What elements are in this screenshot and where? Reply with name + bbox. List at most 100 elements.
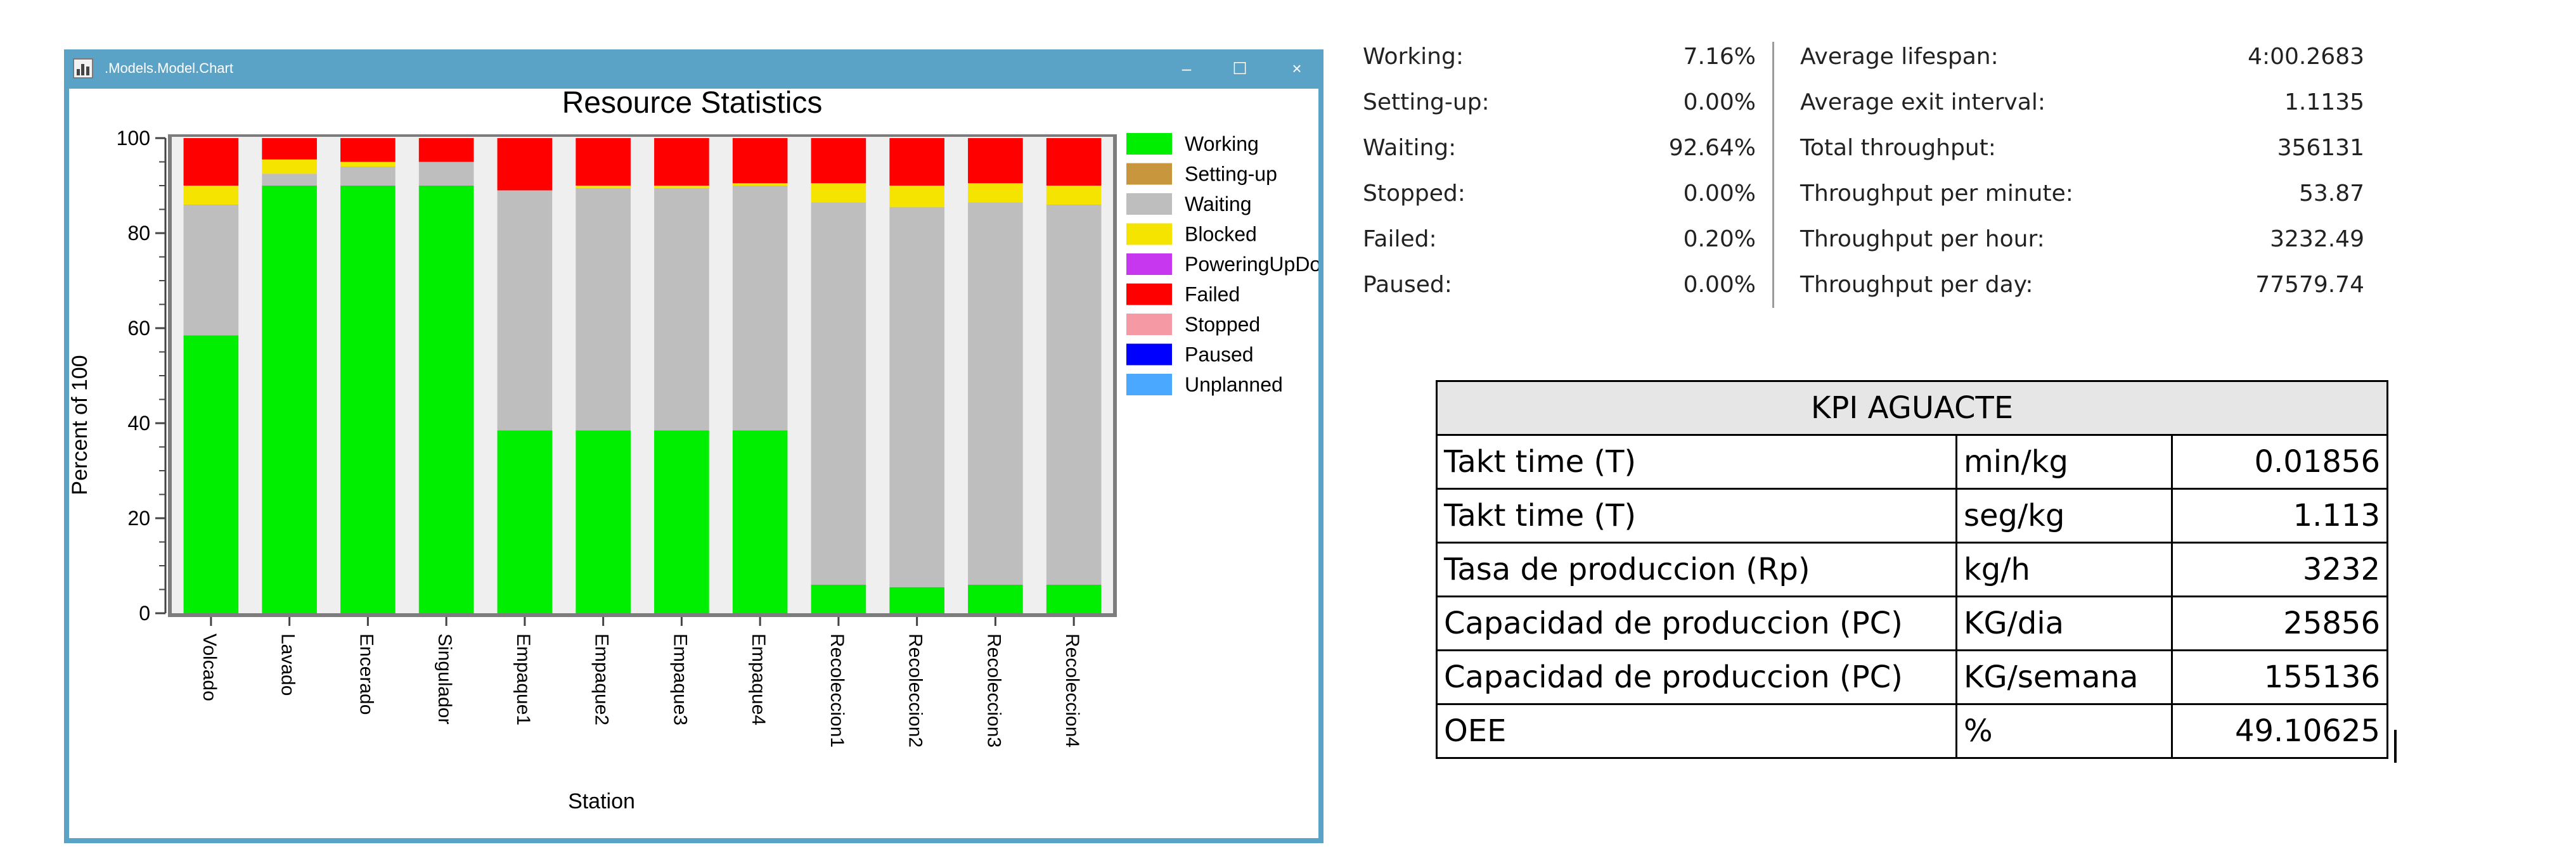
bar-segment bbox=[968, 138, 1023, 184]
stat-label: Setting-up: bbox=[1363, 89, 1490, 115]
bar-segment bbox=[340, 138, 396, 162]
stat-label: Paused: bbox=[1363, 272, 1452, 298]
stat-row-right: Throughput per hour: 3232.49 bbox=[1800, 220, 2364, 258]
bar-segment bbox=[497, 138, 553, 191]
kpi-row: Takt time (T) seg/kg 1.113 bbox=[1436, 488, 2388, 544]
minimize-button[interactable]: – bbox=[1182, 59, 1192, 78]
legend-swatch bbox=[1126, 253, 1172, 275]
plot-background bbox=[172, 137, 1113, 613]
stats-divider bbox=[1772, 42, 1774, 308]
kpi-metric-name: OEE bbox=[1436, 703, 1957, 759]
kpi-table: KPI AGUACTE Takt time (T) min/kg 0.01856 Ta… bbox=[1436, 380, 2388, 759]
stat-row-right: Average lifespan: 4:00.2683 bbox=[1800, 38, 2364, 76]
legend-swatch bbox=[1126, 193, 1172, 215]
bar-segment bbox=[732, 183, 788, 186]
bar-segment bbox=[340, 167, 396, 186]
legend-swatch bbox=[1126, 314, 1172, 335]
legend-label: Failed bbox=[1185, 283, 1240, 306]
legend-swatch bbox=[1126, 223, 1172, 245]
kpi-metric-name: Tasa de produccion (Rp) bbox=[1436, 542, 1957, 597]
bar-segment bbox=[654, 188, 709, 431]
stat-label: Failed: bbox=[1363, 226, 1437, 252]
statistics-panel: Working: 7.16% Setting-up: 0.00% Waiting: 92.… bbox=[1363, 38, 2440, 323]
bar-segment bbox=[340, 186, 396, 613]
bar-segment bbox=[732, 138, 788, 184]
bar-segment bbox=[889, 138, 944, 186]
chart-window: .Models.Model.Chart – ☐ × Volcado Lavado E… bbox=[64, 49, 1323, 843]
x-tick-label: Volcado bbox=[199, 634, 220, 701]
y-tick-label: 60 bbox=[127, 317, 150, 340]
kpi-metric-name: Takt time (T) bbox=[1436, 488, 1957, 544]
kpi-title: KPI AGUACTE bbox=[1436, 380, 2388, 436]
legend-swatch bbox=[1126, 163, 1172, 185]
stat-row-left: Working: 7.16% bbox=[1363, 38, 1756, 76]
kpi-unit: % bbox=[1955, 703, 2173, 759]
window-title: .Models.Model.Chart bbox=[105, 60, 233, 76]
stat-row-right: Total throughput: 356131 bbox=[1800, 129, 2364, 167]
stat-row-right: Throughput per minute: 53.87 bbox=[1800, 175, 2364, 213]
close-button[interactable]: × bbox=[1292, 59, 1302, 78]
bar-segment bbox=[1046, 585, 1102, 613]
kpi-unit: seg/kg bbox=[1955, 488, 2173, 544]
kpi-row: Takt time (T) min/kg 0.01856 bbox=[1436, 434, 2388, 490]
stat-row-right: Average exit interval: 1.1135 bbox=[1800, 84, 2364, 122]
kpi-unit: min/kg bbox=[1955, 434, 2173, 490]
maximize-button[interactable]: ☐ bbox=[1232, 59, 1247, 78]
x-tick-label: Recoleccion4 bbox=[1062, 634, 1083, 748]
bar-segment bbox=[262, 186, 317, 613]
bar-segment bbox=[654, 430, 709, 613]
stat-row-left: Paused: 0.00% bbox=[1363, 266, 1756, 304]
bar-segment bbox=[968, 183, 1023, 203]
y-tick-label: 20 bbox=[127, 507, 150, 530]
chart-app-icon bbox=[73, 58, 93, 79]
legend-label: Unplanned bbox=[1185, 373, 1283, 396]
stat-label: Stopped: bbox=[1363, 181, 1465, 207]
kpi-value: 155136 bbox=[2171, 649, 2388, 705]
y-tick-label: 100 bbox=[117, 127, 150, 150]
stat-label: Waiting: bbox=[1363, 135, 1457, 161]
y-tick-label: 0 bbox=[139, 602, 150, 625]
bar-segment bbox=[1046, 138, 1102, 186]
bar-segment bbox=[889, 186, 944, 207]
x-tick-label: Empaque1 bbox=[513, 634, 534, 725]
bar-segment bbox=[183, 138, 239, 186]
kpi-metric-name: Takt time (T) bbox=[1436, 434, 1957, 490]
y-tick-label: 40 bbox=[127, 412, 150, 435]
stacked-bar-chart: Volcado Lavado Encerado Singulador Empaque1 E… bbox=[69, 89, 1318, 813]
stat-value: 77579.74 bbox=[2255, 272, 2364, 298]
bar-segment bbox=[889, 587, 944, 613]
kpi-row: Capacidad de produccion (PC) KG/semana 155… bbox=[1436, 649, 2388, 705]
bar-segment bbox=[576, 138, 631, 186]
kpi-value: 1.113 bbox=[2171, 488, 2388, 544]
kpi-unit: KG/dia bbox=[1955, 595, 2173, 651]
bar-segment bbox=[497, 190, 553, 431]
bar-segment bbox=[183, 205, 239, 336]
bar-segment bbox=[1046, 205, 1102, 585]
window-titlebar[interactable]: .Models.Model.Chart – ☐ × bbox=[64, 49, 1323, 87]
x-tick-label: Encerado bbox=[356, 634, 377, 715]
bar-segment bbox=[889, 207, 944, 587]
legend-swatch bbox=[1126, 283, 1172, 305]
stat-value: 0.20% bbox=[1683, 226, 1756, 252]
x-tick-label: Recoleccion3 bbox=[983, 634, 1004, 748]
kpi-row: Capacidad de produccion (PC) KG/dia 25856 bbox=[1436, 595, 2388, 651]
bar-segment bbox=[811, 138, 866, 184]
legend-swatch bbox=[1126, 133, 1172, 155]
y-axis-label: Percent of 100 bbox=[69, 355, 92, 495]
x-tick-label: Empaque2 bbox=[591, 634, 612, 725]
x-tick-label: Lavado bbox=[278, 634, 299, 696]
legend-swatch bbox=[1126, 374, 1172, 395]
bar-segment bbox=[418, 138, 474, 162]
bar-segment bbox=[968, 202, 1023, 585]
bar-segment bbox=[418, 186, 474, 613]
x-tick-label: Singulador bbox=[434, 634, 455, 724]
stat-label: Throughput per minute: bbox=[1800, 181, 2073, 207]
bar-segment bbox=[183, 335, 239, 613]
bar-segment bbox=[968, 585, 1023, 613]
stat-row-left: Failed: 0.20% bbox=[1363, 220, 1756, 258]
bar-segment bbox=[262, 174, 317, 186]
stat-row-left: Waiting: 92.64% bbox=[1363, 129, 1756, 167]
bar-segment bbox=[811, 585, 866, 613]
bar-segment bbox=[576, 186, 631, 188]
legend-label: Setting-up bbox=[1185, 163, 1277, 186]
